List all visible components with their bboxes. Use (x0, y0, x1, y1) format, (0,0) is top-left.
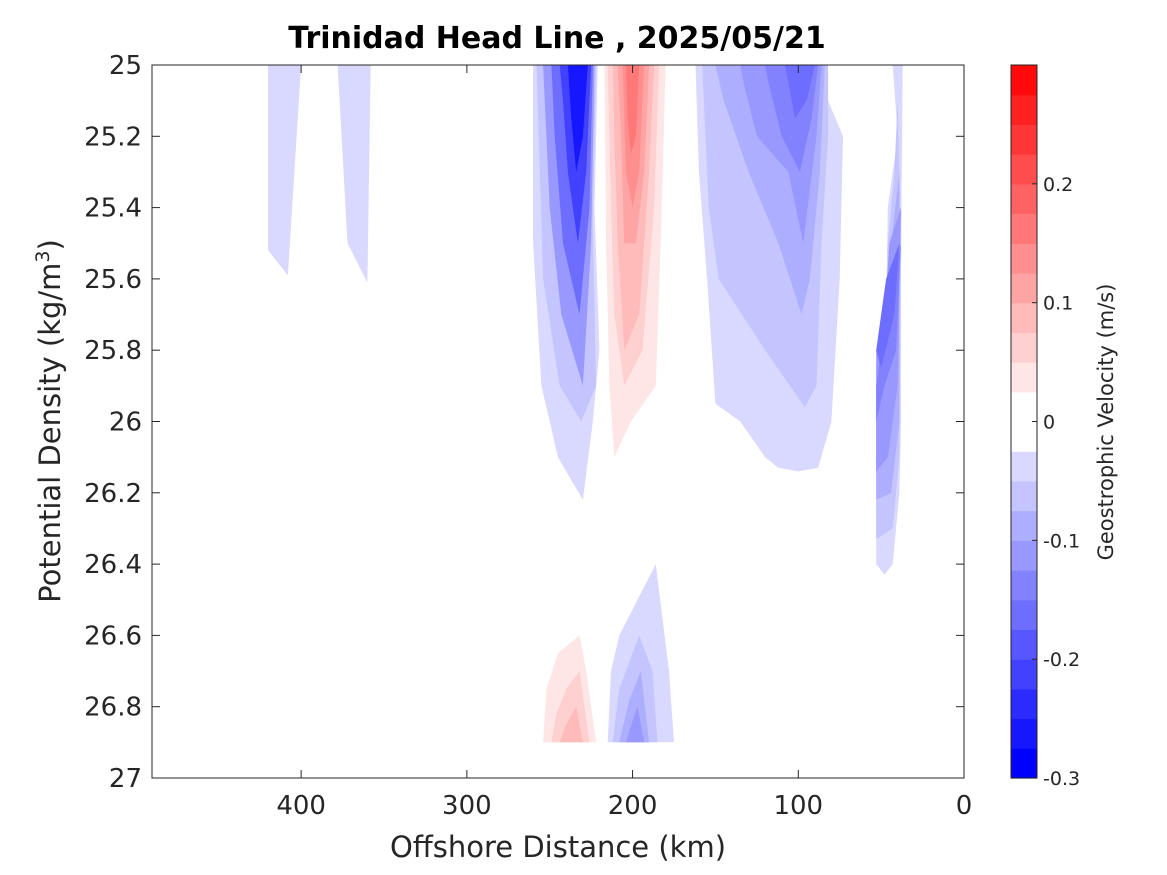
colorbar-tick-label: 0.2 (1043, 174, 1073, 196)
colorbar-segment-11 (1011, 421, 1037, 452)
colorbar-tick-label: -0.1 (1043, 530, 1080, 552)
colorbar-tick-label: 0.1 (1043, 293, 1073, 315)
colorbar-segment-1 (1011, 718, 1037, 749)
colorbar-segment-9 (1011, 480, 1037, 512)
colorbar-segment-5 (1011, 599, 1037, 631)
colorbar-segment-6 (1011, 570, 1037, 601)
y-tick-label: 25 (109, 51, 142, 81)
colorbar-segment-2 (1011, 688, 1037, 720)
contour-region-22 (619, 671, 650, 743)
colorbar-label: Geostrophic Velocity (m/s) (1094, 284, 1118, 561)
colorbar-tick-label: 0 (1043, 412, 1055, 434)
colorbar-segment-16 (1011, 272, 1037, 304)
y-tick-label: 26.6 (84, 621, 142, 651)
chart-title: Trinidad Head Line , 2025/05/21 (288, 21, 825, 56)
x-tick-label: 200 (608, 791, 658, 821)
colorbar-segment-21 (1011, 124, 1037, 155)
contour-fill-layer (268, 65, 928, 743)
x-axis-ticks: 400 300 200 100 0 (276, 65, 972, 821)
contour-region-31 (864, 65, 878, 440)
colorbar-segment-14 (1011, 332, 1037, 363)
y-tick-label: 26.4 (84, 550, 142, 580)
y-tick-label: 25.6 (84, 265, 142, 295)
colorbar-segment-7 (1011, 540, 1037, 571)
y-axis-label-main: Potential Density (kg/m (33, 263, 67, 603)
y-tick-label: 25.2 (84, 122, 142, 152)
contour-region-36 (559, 706, 583, 743)
contour-region-23 (625, 706, 645, 743)
contour-region-19 (876, 243, 900, 368)
y-tick-label: 25.8 (84, 336, 142, 366)
colorbar-segment-17 (1011, 243, 1037, 274)
contour-region-38 (897, 635, 928, 743)
y-tick-label: 27 (109, 764, 142, 794)
contour-region-37 (682, 628, 812, 743)
x-axis-label: Offshore Distance (km) (390, 830, 726, 864)
y-axis-label-close: ) (33, 239, 67, 250)
colorbar-segment-4 (1011, 629, 1037, 660)
colorbar-segment-19 (1011, 183, 1037, 215)
contour-region-1 (337, 65, 371, 283)
colorbar-segment-15 (1011, 302, 1037, 333)
colorbar-segment-8 (1011, 510, 1037, 541)
x-tick-label: 400 (276, 791, 326, 821)
contour-region-13 (785, 65, 815, 119)
y-axis-label: Potential Density (kg/m3) (32, 239, 67, 603)
colorbar (1010, 64, 1038, 779)
x-tick-label: 100 (773, 791, 823, 821)
x-tick-label: 300 (442, 791, 492, 821)
colorbar-segment-23 (1011, 65, 1037, 96)
y-tick-label: 26.2 (84, 479, 142, 509)
colorbar-tick-label: -0.3 (1043, 768, 1080, 790)
colorbar-segment-10 (1011, 451, 1037, 482)
colorbar-segment-18 (1011, 213, 1037, 244)
contour-region-0 (268, 65, 302, 276)
contour-region-32 (279, 681, 293, 743)
colorbar-segment-13 (1011, 362, 1037, 393)
contour-region-30 (625, 65, 640, 155)
colorbar-segment-0 (1011, 748, 1037, 779)
y-tick-label: 26 (109, 408, 142, 438)
colorbar-segment-22 (1011, 94, 1037, 126)
y-tick-label: 25.4 (84, 194, 142, 224)
colorbar-segment-3 (1011, 659, 1037, 690)
contour-region-35 (551, 671, 590, 743)
y-tick-label: 26.8 (84, 693, 142, 723)
colorbar-ticks: -0.3 -0.2 -0.1 0 0.1 0.2 (1032, 174, 1080, 790)
y-axis-label-sup: 3 (32, 250, 54, 262)
colorbar-segment-12 (1011, 391, 1037, 423)
x-tick-label: 0 (956, 791, 973, 821)
contour-region-7 (567, 65, 588, 172)
y-axis-ticks: 25 25.2 25.4 25.6 25.8 26 26.2 26.4 26.6 26.8 27 (84, 51, 964, 794)
colorbar-tick-label: -0.2 (1043, 649, 1080, 671)
colorbar-segment-20 (1011, 154, 1037, 185)
